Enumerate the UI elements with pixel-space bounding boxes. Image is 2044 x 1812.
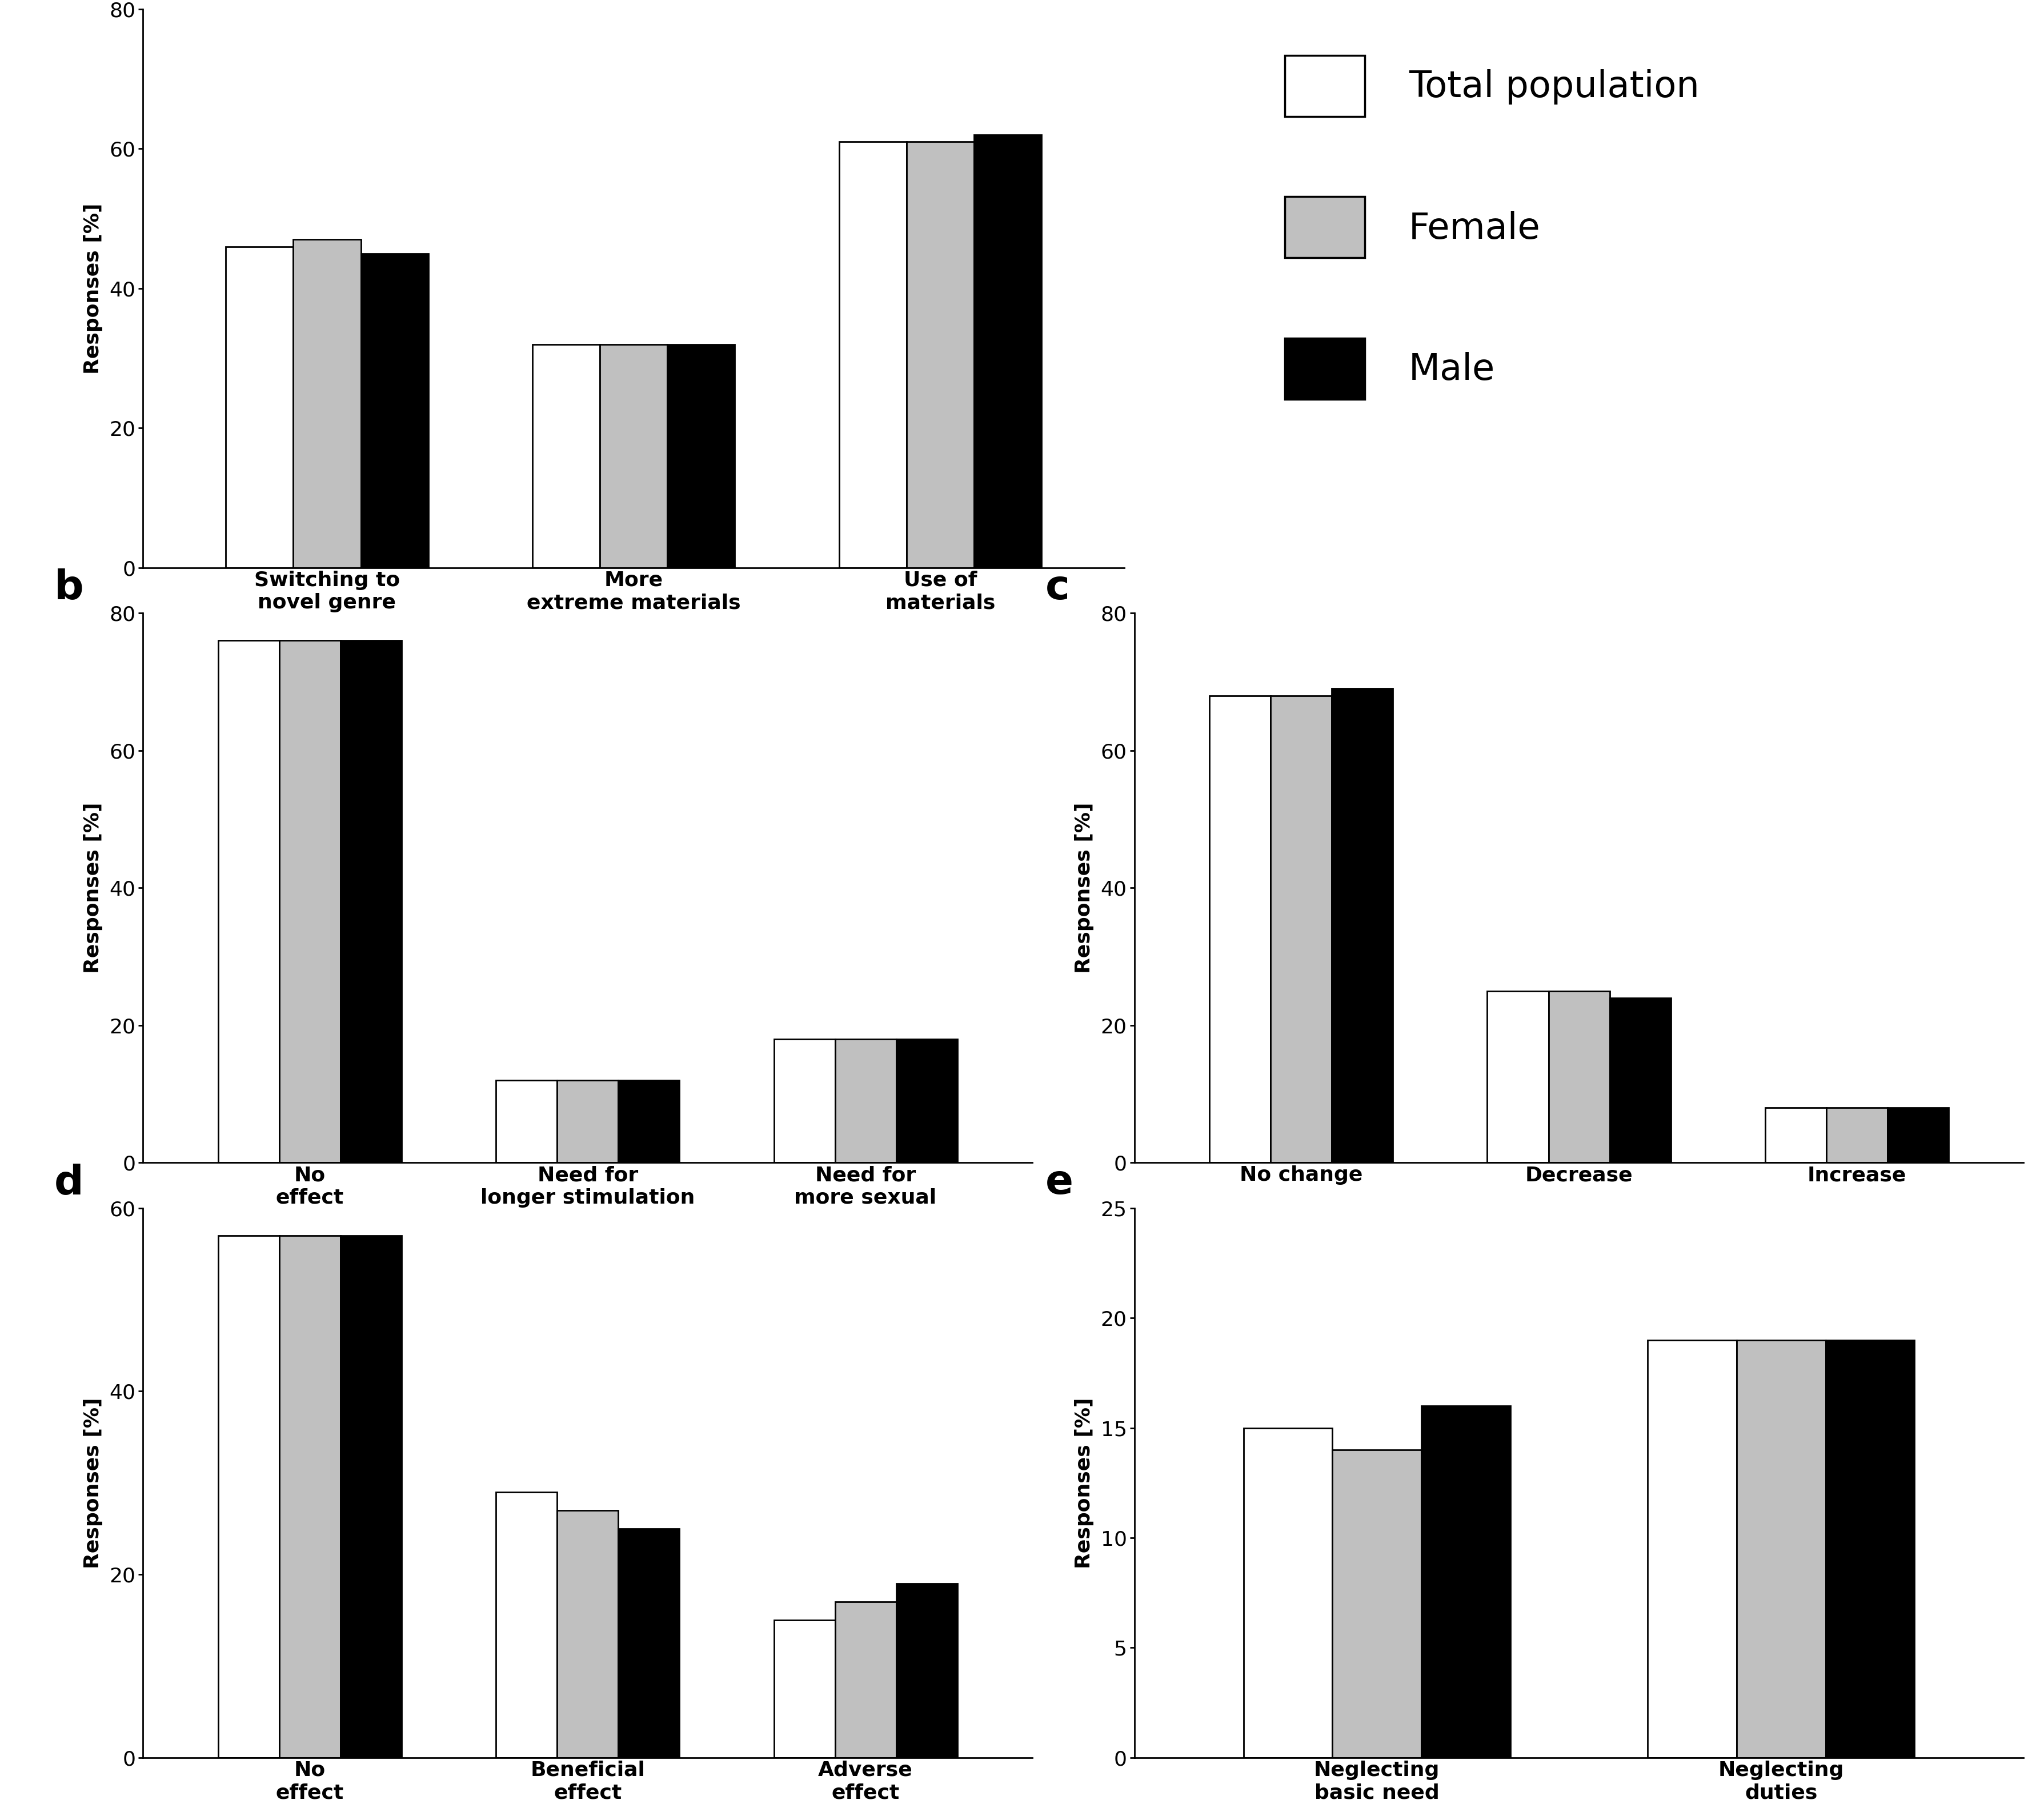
Bar — [227, 246, 294, 567]
Bar — [840, 141, 908, 567]
Bar — [834, 1038, 895, 1163]
Bar — [497, 1491, 558, 1758]
Bar — [908, 141, 975, 567]
Bar — [558, 1080, 617, 1163]
Bar — [1333, 689, 1392, 1163]
Y-axis label: Responses [%]: Responses [%] — [1075, 803, 1094, 973]
Y-axis label: Responses [%]: Responses [%] — [84, 1397, 102, 1569]
Text: d: d — [55, 1163, 84, 1203]
Bar — [1488, 991, 1549, 1163]
Bar — [1549, 991, 1609, 1163]
Bar — [1887, 1107, 1948, 1163]
Text: c: c — [1044, 569, 1069, 607]
Bar — [1609, 998, 1670, 1163]
Bar — [341, 641, 401, 1163]
Bar — [1647, 1339, 1737, 1758]
Bar — [280, 641, 341, 1163]
Bar — [666, 344, 736, 567]
Bar — [834, 1602, 895, 1758]
Bar — [294, 239, 362, 567]
Legend: Total population, Female, Male: Total population, Female, Male — [1284, 54, 1699, 399]
Bar — [219, 1236, 280, 1758]
Bar — [617, 1529, 679, 1758]
Text: a: a — [45, 0, 74, 4]
Bar — [1333, 1450, 1421, 1758]
Bar — [1421, 1406, 1511, 1758]
Bar — [1210, 696, 1271, 1163]
Bar — [895, 1584, 957, 1758]
Text: b: b — [55, 569, 84, 607]
Y-axis label: Responses [%]: Responses [%] — [1075, 1397, 1094, 1569]
Bar — [775, 1620, 834, 1758]
Bar — [219, 641, 280, 1163]
Bar — [895, 1038, 957, 1163]
Bar — [531, 344, 601, 567]
Y-axis label: Responses [%]: Responses [%] — [84, 203, 102, 373]
Bar — [497, 1080, 558, 1163]
Bar — [1271, 696, 1333, 1163]
Bar — [1825, 1107, 1887, 1163]
Bar — [601, 344, 666, 567]
Bar — [341, 1236, 401, 1758]
Bar — [617, 1080, 679, 1163]
Bar — [1243, 1428, 1333, 1758]
Bar — [558, 1511, 617, 1758]
Bar — [975, 134, 1042, 567]
Bar — [280, 1236, 341, 1758]
Bar — [1737, 1339, 1825, 1758]
Bar — [362, 254, 429, 567]
Bar — [1825, 1339, 1915, 1758]
Bar — [1766, 1107, 1825, 1163]
Text: e: e — [1044, 1163, 1073, 1203]
Bar — [775, 1038, 834, 1163]
Y-axis label: Responses [%]: Responses [%] — [84, 803, 102, 973]
